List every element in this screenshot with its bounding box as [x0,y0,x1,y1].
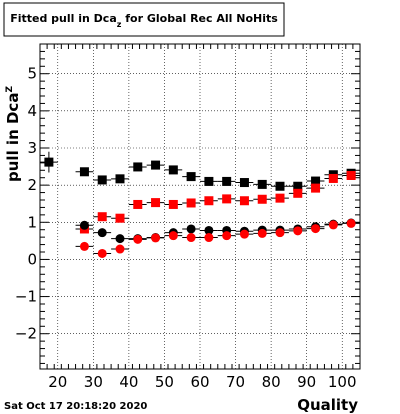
data-point-square [44,157,54,167]
data-series [40,151,360,258]
data-point-circle [204,233,214,243]
data-point-square [222,194,232,204]
y-tick-label: 3 [27,139,37,157]
x-tick-label: 60 [190,373,209,391]
y-tick-label: 4 [27,102,37,120]
data-point-circle [115,234,125,244]
data-point-square [186,172,196,182]
data-point-circle [97,228,107,238]
data-point-circle [239,229,249,239]
data-point-square [275,181,285,191]
date-stamp: Sat Oct 17 20:18:20 2020 [4,401,147,412]
y-tick-label: 0 [27,250,37,268]
data-point-square [293,181,303,191]
data-point-square [328,173,338,183]
y-tick-label: 1 [27,213,37,231]
y-tick-label: 2 [27,176,37,194]
data-point-square [168,165,178,175]
data-point-square [239,178,249,188]
y-tick-label: −1 [15,288,37,306]
data-point-circle [275,228,285,238]
data-point-square [346,170,356,180]
data-point-circle [204,225,214,235]
x-tick-label: 70 [226,373,245,391]
data-point-circle [311,224,321,234]
y-tick-label: −2 [15,325,37,343]
data-point-square [133,162,143,172]
data-point-circle [79,220,89,230]
data-point-square [204,196,214,206]
data-point-square [204,176,214,186]
data-point-square [239,196,249,206]
axis-ticks [39,43,361,369]
data-point-square [186,198,196,208]
data-point-circle [115,244,125,254]
data-point-square [97,212,107,222]
data-point-circle [97,248,107,258]
data-point-square [168,199,178,209]
series-3 [75,218,360,258]
data-point-circle [293,226,303,236]
data-point-square [222,176,232,186]
data-point-circle [257,228,267,238]
data-point-square [293,188,303,198]
x-tick-labels: 20 30 40 50 60 70 80 90 100 [48,373,356,391]
data-point-circle [186,224,196,234]
title-box: Fitted pull in Dcaz for Global Rec All N… [3,2,285,37]
plot-frame [39,43,361,370]
data-point-circle [328,220,338,230]
y-tick-labels: −2 −1 0 1 2 3 4 5 [15,65,37,343]
x-tick-label: 90 [297,373,316,391]
grid [40,44,360,369]
data-point-circle [79,241,89,251]
x-tick-label: 100 [328,373,357,391]
series-1 [75,170,360,234]
data-point-square [115,213,125,223]
data-point-square [311,176,321,186]
data-point-circle [186,233,196,243]
data-point-square [151,198,161,208]
x-tick-label: 50 [155,373,174,391]
data-point-square [151,160,161,170]
data-point-square [311,183,321,193]
x-tick-label: 30 [84,373,103,391]
x-tick-label: 40 [119,373,138,391]
data-point-square [257,194,267,204]
data-point-square [133,199,143,209]
data-point-circle [168,231,178,241]
data-point-circle [222,231,232,241]
x-axis-title: Quality [297,396,358,414]
chart-title: Fitted pull in Dcaz for Global Rec All N… [10,12,278,29]
x-tick-label: 20 [48,373,67,391]
data-point-circle [133,234,143,244]
data-point-square [257,179,267,189]
data-point-square [79,167,89,177]
data-point-circle [346,218,356,228]
data-point-circle [151,233,161,243]
data-point-square [275,193,285,203]
y-tick-label: 5 [27,65,37,83]
data-point-square [97,175,107,185]
y-axis-title: pull in DcaZ [4,86,22,182]
data-point-square [115,174,125,184]
x-tick-label: 80 [262,373,281,391]
